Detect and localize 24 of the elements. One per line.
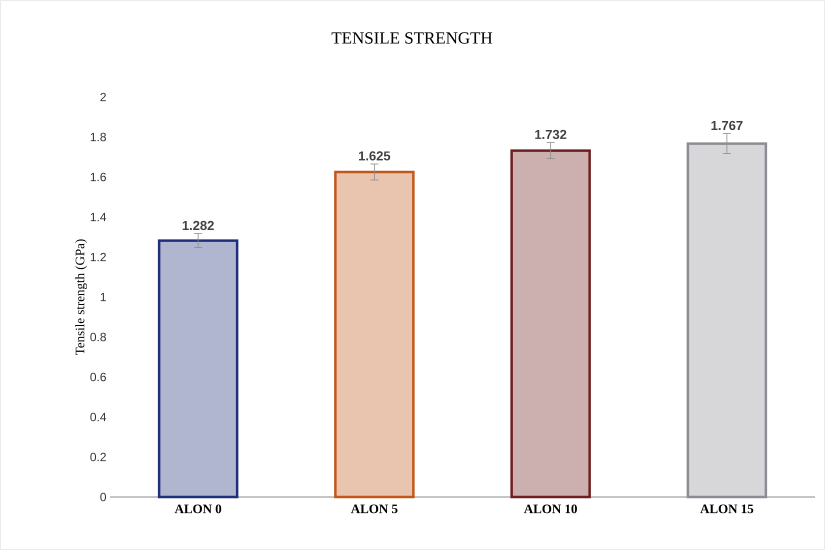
data-label: 1.767	[711, 120, 743, 130]
y-tick-label: 1.4	[90, 212, 106, 222]
y-tick-label: 0.8	[90, 332, 106, 342]
data-label: 1.732	[535, 130, 566, 140]
y-tick-label: 1.2	[90, 252, 106, 262]
y-tick-label: 0.4	[90, 412, 106, 422]
y-tick-label: 0.2	[90, 452, 106, 462]
x-tick-label: ALON 15	[700, 504, 754, 514]
y-tick-label: 0.6	[90, 372, 106, 382]
y-tick-label: 1.6	[90, 172, 106, 182]
bar	[334, 170, 415, 498]
y-tick-label: 0	[100, 492, 106, 502]
y-tick-label: 1	[100, 292, 106, 302]
chart-title: TENSILE STRENGTH	[332, 32, 492, 44]
bar	[510, 149, 591, 498]
x-tick-label: ALON 10	[524, 504, 577, 514]
y-tick-label: 1.8	[90, 132, 106, 142]
bar	[158, 239, 238, 498]
data-label: 1.282	[182, 220, 214, 230]
data-label: 1.625	[358, 151, 390, 160]
y-tick-label: 2	[100, 92, 106, 102]
x-tick-label: ALON 0	[174, 504, 222, 514]
y-axis-title: Tensile strength (GPa)	[75, 239, 88, 355]
x-tick-label: ALON 5	[350, 504, 398, 514]
